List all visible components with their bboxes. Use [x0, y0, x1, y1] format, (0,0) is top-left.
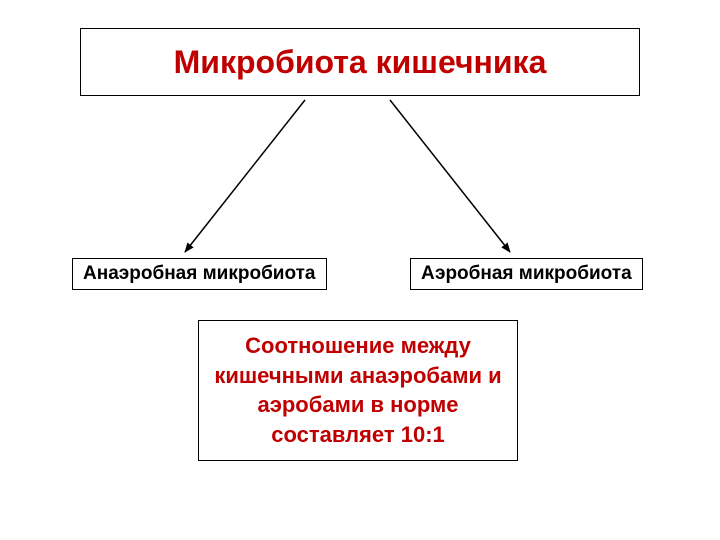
diagram-title: Микробиота кишечника [174, 44, 547, 81]
aerobic-label: Аэробная микробиота [421, 263, 632, 284]
aerobic-box: Аэробная микробиота [410, 258, 643, 290]
ratio-note-text: Соотношение между кишечными анаэробами и… [214, 333, 501, 447]
arrow-to-aerobic [390, 100, 510, 252]
title-box: Микробиота кишечника [80, 28, 640, 96]
anaerobic-box: Анаэробная микробиота [72, 258, 327, 290]
anaerobic-label: Анаэробная микробиота [83, 263, 316, 284]
arrow-to-anaerobic [185, 100, 305, 252]
ratio-note-box: Соотношение между кишечными анаэробами и… [198, 320, 518, 461]
